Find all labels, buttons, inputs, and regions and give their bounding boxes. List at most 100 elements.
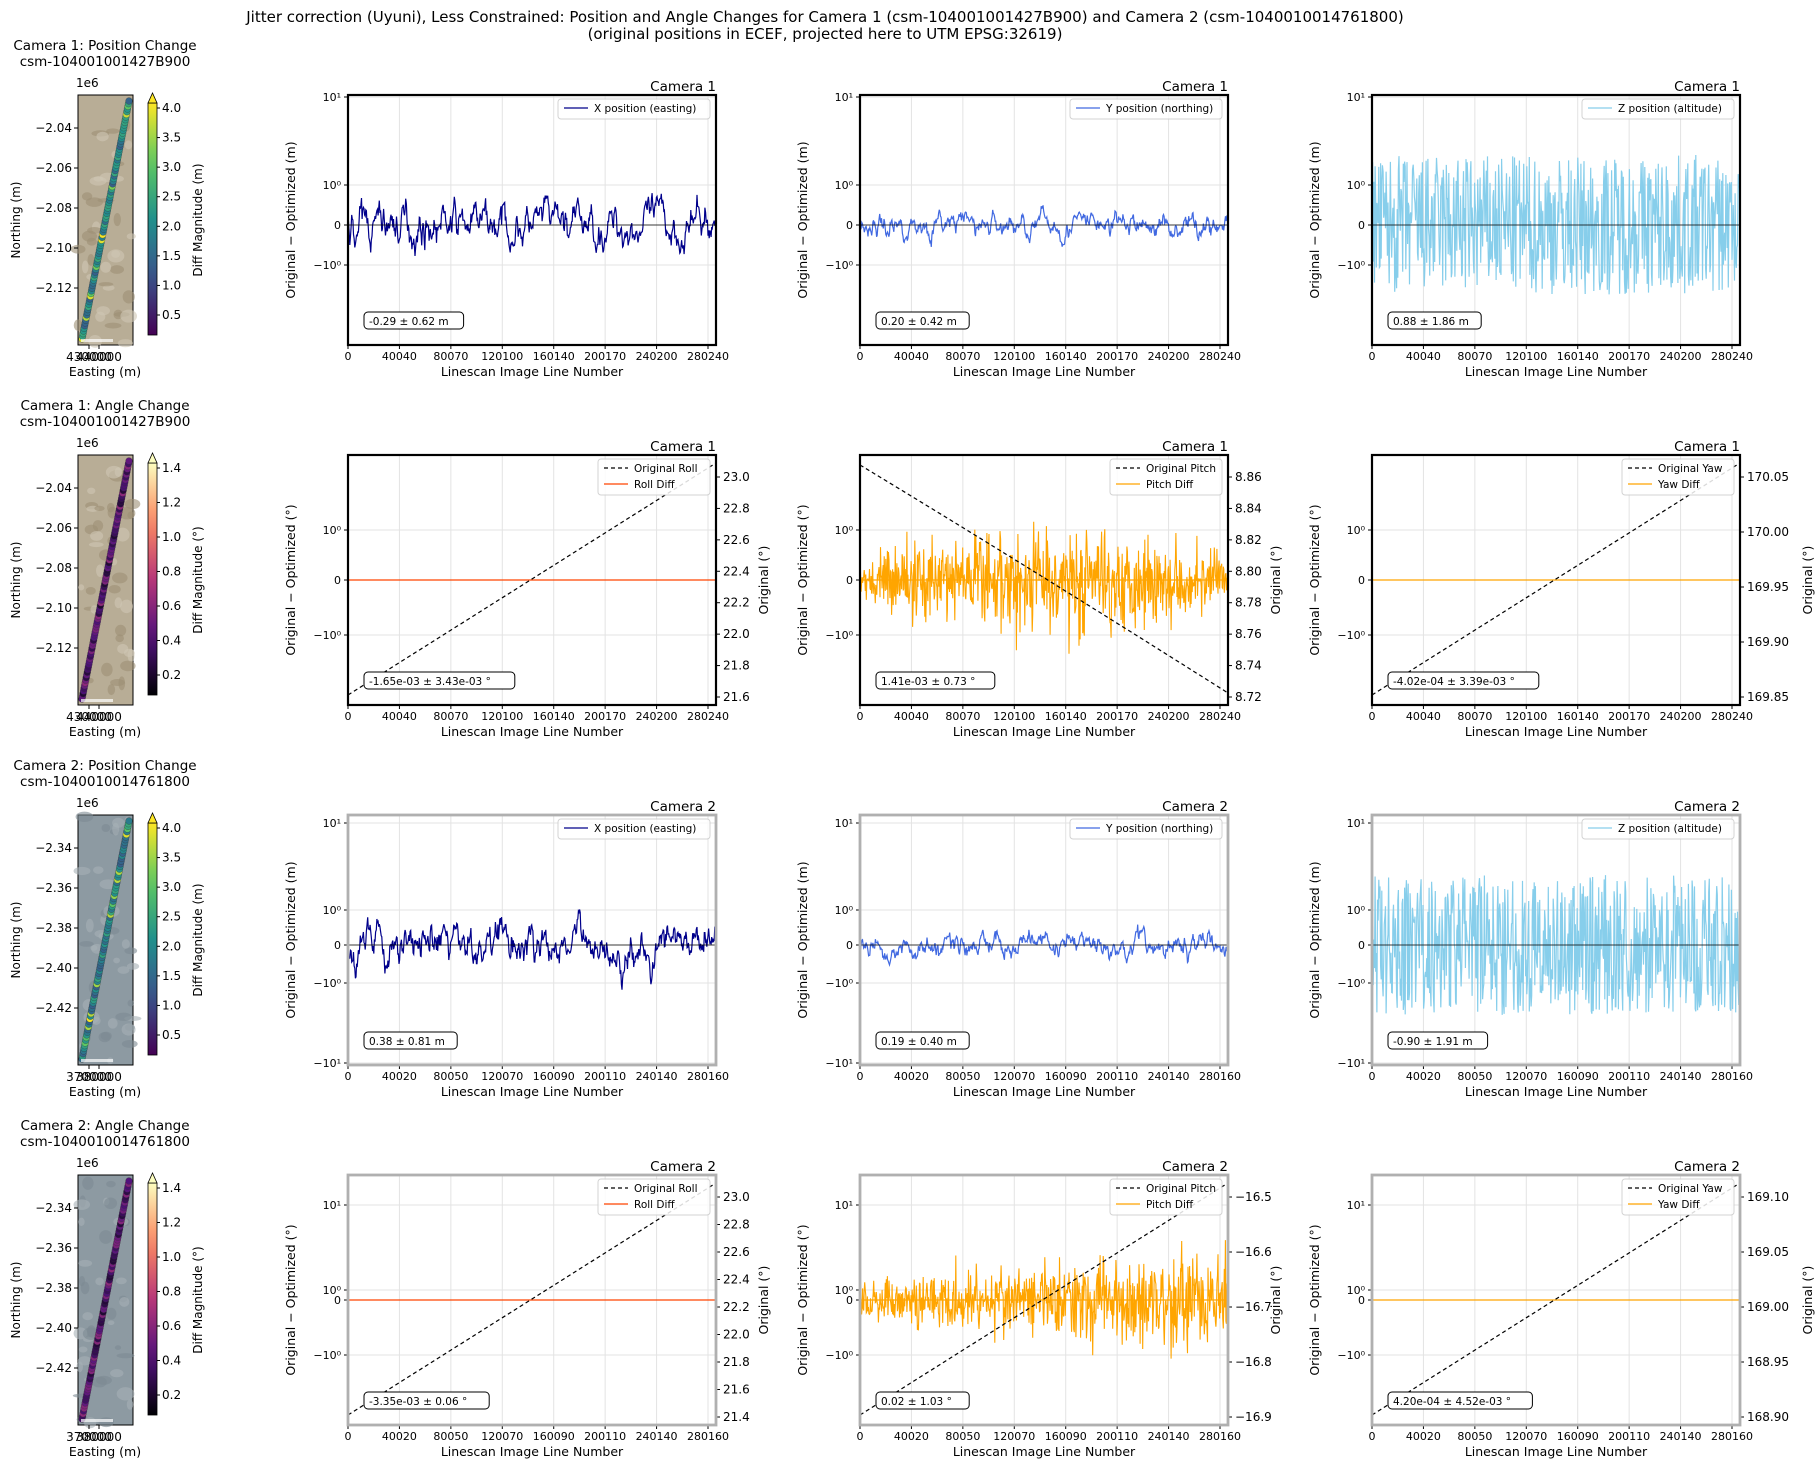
map-ytick-label: −2.04	[35, 481, 72, 495]
y2tick-label: 22.8	[723, 501, 750, 515]
map-texture	[115, 1012, 132, 1021]
map-offset-label: 1e6	[76, 436, 99, 450]
colorbar	[147, 822, 158, 1056]
xtick-label: 160090	[533, 1070, 575, 1083]
xtick-label: 240140	[1660, 1430, 1702, 1443]
map-xlabel: Easting (m)	[69, 364, 141, 379]
map-texture	[73, 866, 91, 876]
legend-label: Original Yaw	[1658, 463, 1723, 475]
series-diff-line	[347, 193, 717, 256]
ytick-label: 0	[334, 574, 341, 587]
map-ytick-label: −2.34	[35, 841, 72, 855]
xtick-label: 40020	[894, 1430, 929, 1443]
stats-box	[363, 311, 465, 330]
ytick-label: 0	[1358, 1294, 1365, 1307]
xtick-label: 0	[857, 350, 864, 363]
xtick-label: 200110	[1096, 1070, 1138, 1083]
panel-label: Camera 1	[1674, 79, 1740, 95]
map-ytick-label: −2.36	[35, 1241, 72, 1255]
xtick-label: 120100	[993, 350, 1035, 363]
map-texture	[124, 140, 133, 150]
y2label: Original (°)	[756, 546, 771, 615]
xlabel: Linescan Image Line Number	[953, 1444, 1136, 1459]
map-texture	[104, 1197, 118, 1210]
xtick-label: 200170	[1096, 350, 1138, 363]
stats-text: -4.02e-04 ± 3.39e-03 °	[1393, 676, 1515, 688]
xtick-label: 0	[1369, 1430, 1376, 1443]
y2tick-label: −16.5	[1235, 1190, 1272, 1204]
xtick-label: 200170	[584, 350, 626, 363]
xtick-label: 280160	[1199, 1430, 1241, 1443]
xtick-label: 80070	[945, 710, 980, 723]
y2label: Original (°)	[1268, 1266, 1283, 1335]
y2tick-label: −16.9	[1235, 1410, 1272, 1424]
plot-frame	[346, 1173, 718, 1427]
ylabel: Original − Optimized (m)	[283, 861, 298, 1018]
figure-title-line2: (original positions in ECEF, projected h…	[588, 25, 1063, 43]
y2tick-label: 22.0	[723, 1328, 750, 1342]
map-texture	[90, 530, 104, 541]
legend-label: Yaw Diff	[1657, 1199, 1700, 1211]
xtick-label: 40020	[1406, 1430, 1441, 1443]
colorbar-tick-label: 0.6	[162, 1319, 181, 1333]
y2tick-label: 170.05	[1747, 470, 1789, 484]
colorbar-tick-label: 1.2	[162, 496, 181, 510]
ylabel: Original − Optimized (°)	[795, 1224, 810, 1375]
ytick-label: 10⁰	[1347, 904, 1366, 917]
map-xtick-label: 430000	[66, 710, 112, 724]
xtick-label: 40020	[1406, 1070, 1441, 1083]
colorbar-extend	[147, 92, 158, 104]
map-texture	[73, 1199, 91, 1210]
map-texture	[127, 511, 135, 519]
y2tick-label: 23.0	[723, 470, 750, 484]
legend-box	[1581, 818, 1735, 840]
map-texture	[76, 1361, 83, 1373]
ylabel: Original − Optimized (m)	[795, 861, 810, 1018]
ylabel: Original − Optimized (°)	[795, 504, 810, 655]
stats-box	[1387, 671, 1540, 690]
map-texture	[112, 572, 128, 584]
stats-box	[875, 1031, 970, 1050]
xlabel: Linescan Image Line Number	[953, 724, 1136, 739]
y2tick-label: 8.80	[1235, 564, 1262, 578]
ylabel: Original − Optimized (°)	[283, 504, 298, 655]
y2tick-label: 22.6	[723, 533, 750, 547]
xtick-label: 240200	[1660, 710, 1702, 723]
colorbar-tick-label: 1.5	[162, 249, 181, 263]
legend-label: Original Roll	[634, 1183, 698, 1195]
colorbar-tick-label: 0.6	[162, 599, 181, 613]
legend-label: Original Roll	[634, 463, 698, 475]
map-xtick-label: 380000	[76, 1430, 122, 1444]
xtick-label: 240200	[1660, 350, 1702, 363]
xtick-label: 40040	[894, 710, 929, 723]
colorbar-tick-label: 2.5	[162, 190, 181, 204]
ytick-label: 0	[846, 1294, 853, 1307]
plot-frame	[1370, 813, 1742, 1067]
ytick-label: −10¹	[1337, 1057, 1365, 1070]
legend-label: Original Pitch	[1146, 1183, 1216, 1195]
panel-label: Camera 1	[1674, 439, 1740, 455]
y2tick-label: 22.0	[723, 627, 750, 641]
map-ytick-label: −2.10	[35, 241, 72, 255]
legend-label: Y position (northing)	[1105, 823, 1213, 835]
xtick-label: 200110	[584, 1430, 626, 1443]
series-original-line	[1371, 1182, 1741, 1416]
colorbar-tick-label: 3.5	[162, 851, 181, 865]
map-texture	[121, 1039, 138, 1048]
ytick-label: 10¹	[1347, 817, 1365, 830]
panel-label: Camera 2	[650, 1159, 716, 1175]
map-ytick-label: −2.40	[35, 961, 72, 975]
colorbar-extend	[147, 452, 158, 464]
ytick-label: 0	[334, 939, 341, 952]
xtick-label: 280160	[1711, 1070, 1753, 1083]
xtick-label: 80070	[945, 350, 980, 363]
plot-frame	[346, 93, 718, 347]
y2tick-label: 22.8	[723, 1218, 750, 1232]
colorbar-tick-label: 0.8	[162, 1285, 181, 1299]
xtick-label: 200170	[584, 710, 626, 723]
panel-1-2: Camera 10 40040 80070 120100 160140 200170 240…	[795, 439, 1283, 739]
xtick-label: 40040	[894, 350, 929, 363]
xtick-label: 40040	[1406, 350, 1441, 363]
xlabel: Linescan Image Line Number	[441, 364, 624, 379]
plot-frame	[1370, 1173, 1742, 1427]
